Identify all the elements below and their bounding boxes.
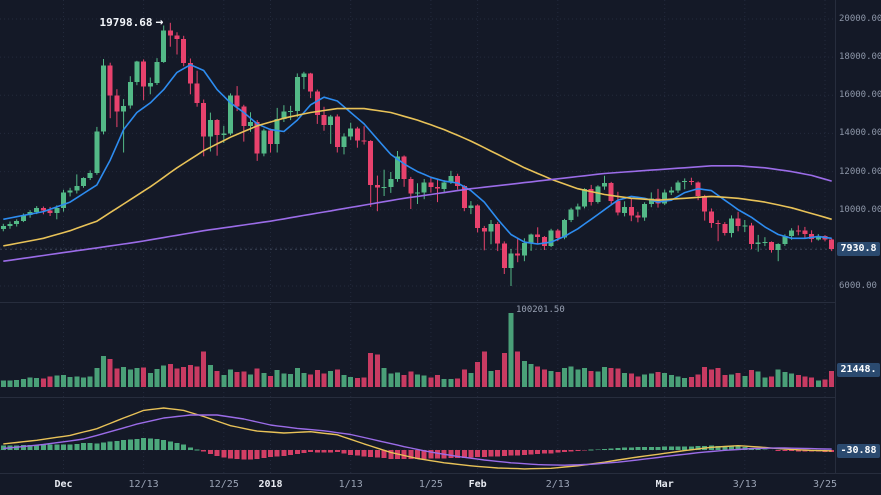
price-axis-label: 20000.00 <box>839 14 881 24</box>
price-axis[interactable]: 7930.8 21448. -30.88 20000.00 18000.00 160… <box>835 0 881 473</box>
time-axis-label: 3/13 <box>732 479 757 490</box>
time-axis-label: 12/13 <box>128 479 159 490</box>
price-axis-label: 14000.00 <box>839 128 881 139</box>
time-axis-label: 12/25 <box>208 479 239 490</box>
last-price-tag: 7930.8 <box>837 242 880 257</box>
price-axis-label: 18000.00 <box>839 52 881 63</box>
time-axis-label: Dec <box>54 479 73 490</box>
peak-price-annotation[interactable]: 19798.68 → <box>99 16 163 29</box>
peak-price-label: 19798.68 <box>99 15 153 29</box>
time-axis-label: 3/25 <box>812 479 838 490</box>
volume-value-tag: 21448. <box>837 363 880 378</box>
price-axis-label: 12000.00 <box>839 166 881 177</box>
time-axis-label: 1/13 <box>338 479 363 490</box>
time-axis-label: 1/25 <box>418 479 443 490</box>
time-axis-label: 2018 <box>258 479 283 490</box>
price-axis-label: 10000.00 <box>839 204 881 215</box>
time-axis[interactable]: Dec 12/13 12/25 2018 1/13 1/25 Feb 2/13 Mar 3/13 3… <box>0 473 881 495</box>
time-axis-label: 2/13 <box>545 479 570 490</box>
price-axis-label: 6000.00 <box>839 281 877 291</box>
time-axis-label: Feb <box>468 479 487 490</box>
volume-max-label: 100201.50 <box>516 305 565 315</box>
chart-canvas[interactable] <box>0 0 835 473</box>
macd-value-tag: -30.88 <box>837 443 880 458</box>
price-axis-label: 16000.00 <box>839 90 881 101</box>
arrow-right-icon: → <box>155 14 164 30</box>
chart-plot-area[interactable]: 19798.68 → 100201.50 <box>0 0 835 473</box>
time-axis-label: Mar <box>655 479 674 490</box>
